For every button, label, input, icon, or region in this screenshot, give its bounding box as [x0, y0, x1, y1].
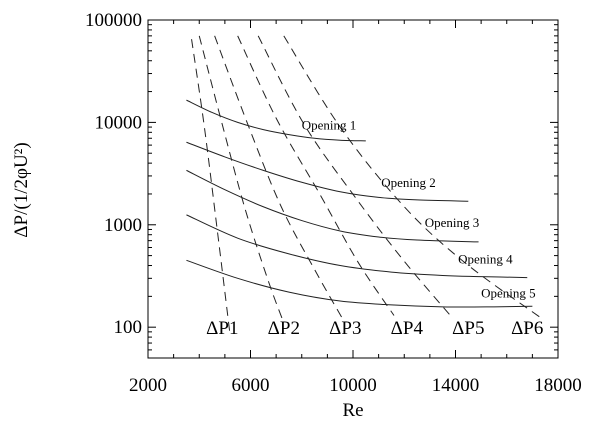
dp-label: ΔP3 — [329, 318, 361, 339]
dp-curve-11 — [283, 35, 543, 320]
opening-label: Opening 3 — [425, 215, 480, 230]
x-tick-label: 14000 — [432, 375, 480, 396]
dp-label: ΔP1 — [206, 318, 238, 339]
y-tick-label: 10000 — [95, 112, 143, 133]
dp-label: ΔP5 — [452, 318, 484, 339]
x-axis-title: Re — [342, 400, 363, 421]
y-axis-title: ΔP/(1/2φU²) — [11, 142, 32, 237]
chart-labels: Opening 1 Opening 2 Opening 3 Opening 4 Open… — [206, 118, 543, 340]
data-curves — [186, 35, 543, 335]
opening-label: Opening 2 — [381, 175, 436, 190]
opening-curve-5 — [186, 259, 533, 308]
x-tick-label: 10000 — [329, 375, 377, 396]
y-tick-label: 100 — [114, 317, 143, 338]
opening-curve-2 — [186, 141, 469, 202]
axis-ticks: 2000 6000 10000 14000 18000 100 1000 10000 10000… — [85, 10, 582, 396]
dp-label: ΔP4 — [391, 318, 424, 339]
y-tick-label: 1000 — [104, 215, 142, 236]
dp-label: ΔP6 — [511, 318, 543, 339]
dp-curve-9 — [237, 35, 395, 316]
dp-label: ΔP2 — [268, 318, 300, 339]
x-tick-label: 18000 — [534, 375, 582, 396]
opening-label: Opening 1 — [302, 118, 357, 133]
x-tick-label: 2000 — [129, 375, 167, 396]
opening-label: Opening 5 — [481, 285, 536, 300]
opening-label: Opening 4 — [458, 251, 513, 266]
opening-curve-3 — [186, 169, 479, 243]
dp-curve-6 — [191, 39, 231, 335]
dp-curve-10 — [257, 35, 451, 316]
y-tick-label: 100000 — [85, 10, 142, 31]
x-tick-label: 6000 — [232, 375, 270, 396]
dp-curve-8 — [214, 35, 344, 320]
opening-curve-4 — [186, 214, 528, 279]
opening-curve-1 — [186, 99, 366, 142]
